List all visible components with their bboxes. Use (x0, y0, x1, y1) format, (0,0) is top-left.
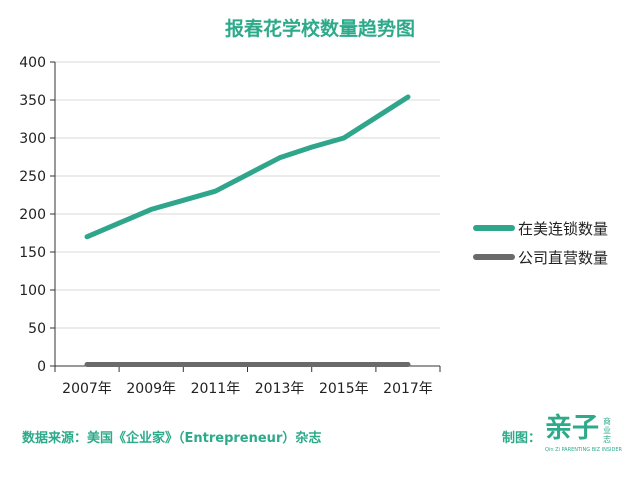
brand-logo: 亲子 商业志 Qin Zi PARENTING BIZ INSIDER (545, 413, 622, 460)
y-tick-label: 0 (37, 359, 46, 375)
x-tick-label: 2009年 (126, 381, 176, 397)
y-tick-label: 300 (19, 131, 46, 147)
data-source-note: 数据来源：美国《企业家》（Entrepreneur）杂志 (22, 431, 322, 446)
y-tick-label: 150 (19, 245, 46, 261)
legend-label: 公司直营数量 (518, 249, 608, 267)
x-tick-label: 2015年 (319, 381, 369, 397)
credit-label: 制图： (502, 431, 542, 446)
logo-side-text: 商业志 (603, 417, 611, 444)
legend-label: 在美连锁数量 (518, 220, 608, 238)
logo-main-text: 亲子 (545, 413, 599, 444)
axes (50, 61, 441, 372)
gridlines (55, 61, 440, 329)
logo-subtitle: Qin Zi PARENTING BIZ INSIDER (545, 447, 622, 453)
x-tick-label: 2013年 (255, 381, 305, 397)
series-line-1 (84, 94, 411, 240)
y-tick-label: 100 (19, 283, 46, 299)
x-tick-label: 2007年 (62, 381, 112, 397)
x-tick-label: 2011年 (191, 381, 241, 397)
y-axis-ticks: 0 50 100 150 200 250 300 350 400 (19, 55, 46, 375)
y-tick-label: 350 (19, 93, 46, 109)
chart-title: 报春花学校数量趋势图 (224, 18, 415, 40)
x-tick-label: 2017年 (383, 381, 433, 397)
y-tick-label: 50 (28, 321, 46, 337)
y-tick-label: 400 (19, 55, 46, 71)
x-axis-ticks: 2007年 2009年 2011年 2013年 2015年 2017年 (62, 381, 433, 397)
y-tick-label: 250 (19, 169, 46, 185)
y-tick-label: 200 (19, 207, 46, 223)
series-lines (84, 94, 411, 367)
